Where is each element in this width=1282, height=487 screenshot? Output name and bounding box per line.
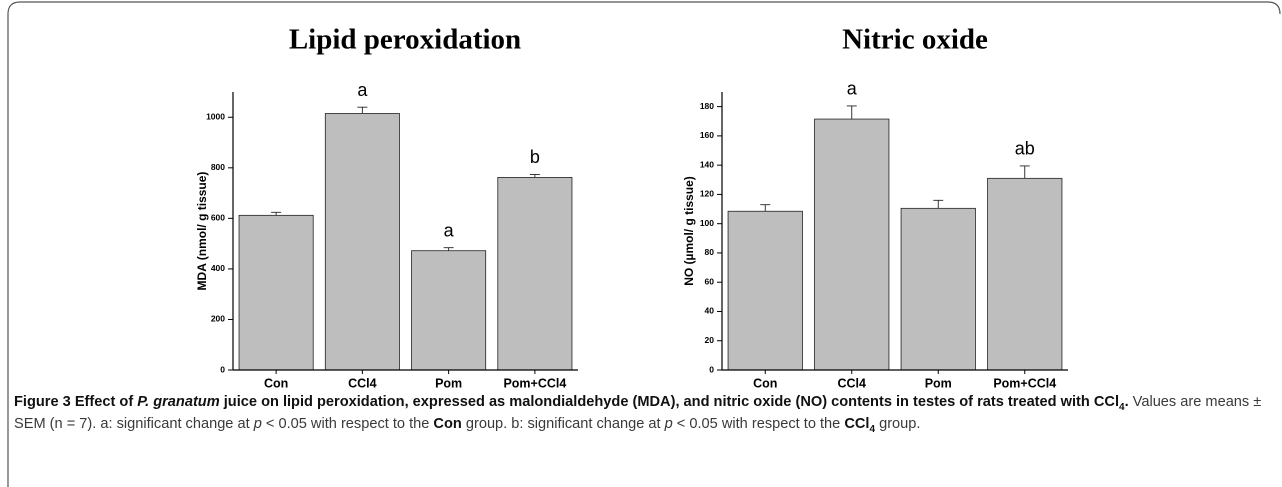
x-tick-label: Pom+CCl4 — [503, 376, 566, 390]
y-tick-label: 600 — [211, 213, 225, 223]
y-tick-label: 60 — [705, 276, 715, 286]
y-tick-label: 800 — [211, 162, 225, 172]
significance-label: ab — [1015, 139, 1035, 159]
caption-text: group. — [875, 416, 921, 432]
caption-text: < 0.05 with respect to the — [672, 416, 845, 432]
error-bar — [529, 173, 540, 178]
y-tick-label: 1000 — [206, 112, 225, 122]
y-tick-label: 140 — [700, 159, 714, 169]
x-tick-label: CCl4 — [348, 376, 377, 390]
error-bar — [846, 105, 857, 120]
caption-text: CCl — [844, 416, 870, 432]
x-tick-label: Pom — [925, 376, 952, 390]
error-bar — [933, 199, 944, 209]
caption-text: 4 — [1119, 401, 1125, 413]
caption-text: Con — [433, 416, 462, 432]
chart-title: Lipid peroxidation — [289, 24, 521, 56]
y-tick-label: 200 — [211, 314, 225, 324]
bar — [900, 207, 976, 371]
caption-text: Figure 3 Effect of — [14, 394, 138, 410]
x-tick-label: Con — [264, 376, 288, 390]
y-axis-label: NO (µmol/ g tissue) — [682, 176, 696, 286]
error-bar — [357, 106, 368, 114]
y-tick-label: 120 — [700, 189, 714, 199]
bar — [814, 118, 890, 371]
y-tick-label: 0 — [220, 364, 225, 374]
caption-text: 4 — [869, 423, 876, 435]
y-tick-label: 20 — [705, 335, 715, 345]
x-tick-label: Pom+CCl4 — [993, 376, 1056, 390]
y-tick-label: 400 — [211, 263, 225, 273]
caption-text: juice on lipid peroxidation, expressed a… — [219, 394, 1119, 410]
caption-text: Values are means ± SEM (n = 7). a: signi… — [14, 394, 1262, 432]
bar — [727, 210, 803, 371]
y-tick-label: 160 — [700, 130, 714, 140]
caption-text: < 0.05 with respect to the — [261, 416, 434, 432]
bar — [411, 250, 487, 371]
y-tick-label: 80 — [705, 247, 715, 257]
caption-text: . — [1124, 394, 1129, 410]
figure-border — [7, 1, 1281, 487]
significance-label: a — [357, 80, 368, 100]
y-tick-label: 40 — [705, 306, 715, 316]
significance-label: a — [847, 79, 858, 99]
x-tick-label: Pom — [435, 376, 462, 390]
bar — [987, 177, 1063, 371]
error-bar — [443, 247, 454, 251]
caption-text: p — [253, 416, 262, 432]
caption-text: group. b: significant change at — [461, 416, 665, 432]
bar — [497, 177, 573, 371]
significance-label: a — [444, 220, 455, 240]
caption-text: p — [664, 416, 673, 432]
bar — [238, 214, 314, 371]
caption-text: P. granatum — [137, 394, 220, 410]
y-tick-label: 100 — [700, 218, 714, 228]
x-tick-label: CCl4 — [838, 376, 867, 390]
y-axis-label: MDA (nmol/ g tissue) — [195, 172, 209, 291]
x-tick-label: Con — [753, 376, 777, 390]
error-bar — [1019, 165, 1030, 179]
error-bar — [760, 204, 771, 212]
y-tick-label: 180 — [700, 101, 714, 111]
chart-title: Nitric oxide — [842, 24, 988, 56]
caption: Figure 3 Effect of P. granatum juice on … — [14, 391, 1269, 435]
bar — [324, 113, 400, 371]
significance-label: b — [530, 147, 540, 167]
error-bar — [271, 211, 282, 216]
y-tick-label: 0 — [709, 364, 714, 374]
